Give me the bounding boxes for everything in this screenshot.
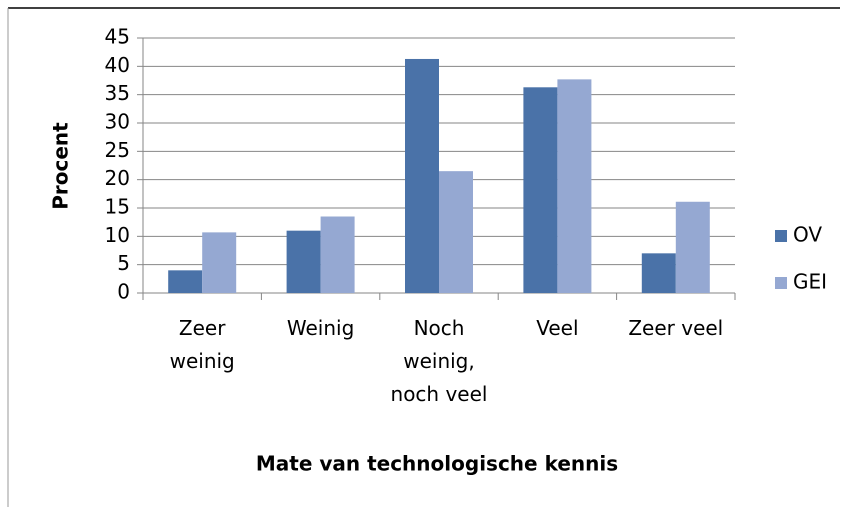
x-tick-label: Weinig — [286, 316, 355, 340]
x-axis-title: Mate van technologische kennis — [256, 452, 618, 476]
bar — [405, 58, 439, 293]
x-tick-label: Zeer weinig — [169, 316, 235, 373]
bar — [557, 79, 592, 293]
y-tick-label: 20 — [105, 166, 130, 190]
legend-swatch — [775, 277, 787, 289]
bar — [202, 232, 237, 293]
x-tick-label: Noch weinig, noch veel — [390, 316, 488, 406]
y-tick-label: 35 — [105, 81, 130, 105]
bar — [439, 171, 473, 293]
legend-swatch — [775, 230, 787, 242]
bar — [523, 87, 558, 293]
y-tick-label: 15 — [105, 195, 130, 219]
y-tick-label: 5 — [117, 251, 130, 275]
y-tick-label: 10 — [105, 223, 130, 247]
bar — [675, 201, 710, 293]
bar — [641, 253, 676, 293]
y-axis-title: Procent — [49, 122, 73, 210]
bar — [168, 270, 203, 293]
legend-label: GEI — [793, 270, 827, 294]
legend-label: OV — [793, 223, 822, 247]
y-tick-label: 0 — [117, 280, 130, 304]
x-tick-label: Veel — [536, 316, 579, 340]
y-tick-label: 45 — [105, 25, 130, 49]
y-tick-label: 30 — [105, 110, 130, 134]
bar — [320, 216, 355, 293]
x-tick-label: Zeer veel — [628, 316, 724, 340]
y-tick-label: 40 — [105, 53, 130, 77]
y-tick-label: 25 — [105, 138, 130, 162]
bar — [286, 230, 321, 293]
